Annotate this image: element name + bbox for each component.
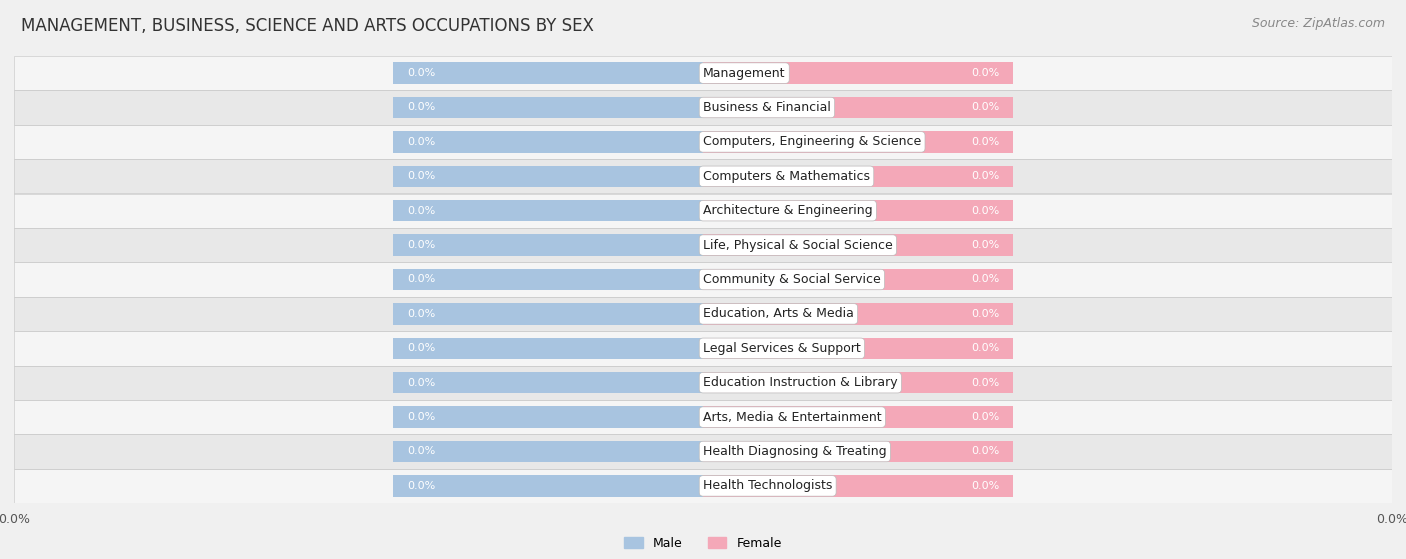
Bar bbox=[392, 165, 703, 187]
Text: 0.0%: 0.0% bbox=[972, 343, 1000, 353]
Bar bbox=[703, 165, 1012, 187]
Bar bbox=[14, 468, 1392, 503]
Bar bbox=[703, 303, 1012, 325]
Bar bbox=[392, 97, 703, 118]
Bar bbox=[14, 262, 1392, 297]
Bar bbox=[14, 228, 1392, 262]
Text: Education Instruction & Library: Education Instruction & Library bbox=[703, 376, 897, 389]
Text: 0.0%: 0.0% bbox=[406, 343, 434, 353]
Text: 0.0%: 0.0% bbox=[406, 274, 434, 285]
Bar bbox=[392, 475, 703, 496]
Text: Business & Financial: Business & Financial bbox=[703, 101, 831, 114]
Bar bbox=[703, 97, 1012, 118]
Text: 0.0%: 0.0% bbox=[406, 137, 434, 147]
Bar bbox=[14, 297, 1392, 331]
Bar bbox=[703, 131, 1012, 153]
Bar bbox=[703, 372, 1012, 394]
Legend: Male, Female: Male, Female bbox=[619, 532, 787, 555]
Text: Source: ZipAtlas.com: Source: ZipAtlas.com bbox=[1251, 17, 1385, 30]
Bar bbox=[14, 125, 1392, 159]
Bar bbox=[392, 269, 703, 290]
Bar bbox=[14, 193, 1392, 228]
Bar bbox=[14, 400, 1392, 434]
Text: 0.0%: 0.0% bbox=[406, 412, 434, 422]
Bar bbox=[14, 56, 1392, 91]
Text: 0.0%: 0.0% bbox=[406, 171, 434, 181]
Bar bbox=[14, 331, 1392, 366]
Bar bbox=[392, 406, 703, 428]
Bar bbox=[14, 91, 1392, 125]
Bar bbox=[14, 434, 1392, 468]
Bar bbox=[14, 228, 1392, 262]
Text: 0.0%: 0.0% bbox=[972, 447, 1000, 457]
Bar bbox=[14, 91, 1392, 125]
Text: 0.0%: 0.0% bbox=[972, 240, 1000, 250]
Text: Legal Services & Support: Legal Services & Support bbox=[703, 342, 860, 355]
Bar bbox=[703, 200, 1012, 221]
Text: Computers, Engineering & Science: Computers, Engineering & Science bbox=[703, 135, 921, 148]
Bar bbox=[703, 338, 1012, 359]
Text: 0.0%: 0.0% bbox=[406, 102, 434, 112]
Bar bbox=[703, 475, 1012, 496]
Bar bbox=[392, 338, 703, 359]
Bar bbox=[392, 63, 703, 84]
Text: Computers & Mathematics: Computers & Mathematics bbox=[703, 170, 870, 183]
Text: 0.0%: 0.0% bbox=[972, 171, 1000, 181]
Bar bbox=[703, 269, 1012, 290]
Text: 0.0%: 0.0% bbox=[406, 378, 434, 388]
Text: 0.0%: 0.0% bbox=[972, 137, 1000, 147]
Bar bbox=[14, 297, 1392, 331]
Bar bbox=[14, 366, 1392, 400]
Bar bbox=[392, 372, 703, 394]
Text: Management: Management bbox=[703, 67, 786, 79]
Bar bbox=[703, 441, 1012, 462]
Bar bbox=[14, 262, 1392, 297]
Text: Education, Arts & Media: Education, Arts & Media bbox=[703, 307, 853, 320]
Bar bbox=[392, 303, 703, 325]
Text: 0.0%: 0.0% bbox=[972, 206, 1000, 216]
Text: 0.0%: 0.0% bbox=[406, 309, 434, 319]
Text: 0.0%: 0.0% bbox=[972, 378, 1000, 388]
Bar bbox=[14, 159, 1392, 193]
Bar bbox=[392, 441, 703, 462]
Text: 0.0%: 0.0% bbox=[972, 102, 1000, 112]
Text: 0.0%: 0.0% bbox=[972, 274, 1000, 285]
Text: 0.0%: 0.0% bbox=[972, 412, 1000, 422]
Text: MANAGEMENT, BUSINESS, SCIENCE AND ARTS OCCUPATIONS BY SEX: MANAGEMENT, BUSINESS, SCIENCE AND ARTS O… bbox=[21, 17, 593, 35]
Text: 0.0%: 0.0% bbox=[406, 206, 434, 216]
Text: Architecture & Engineering: Architecture & Engineering bbox=[703, 204, 873, 217]
Bar bbox=[14, 193, 1392, 228]
Bar bbox=[14, 468, 1392, 503]
Text: Community & Social Service: Community & Social Service bbox=[703, 273, 880, 286]
Bar bbox=[14, 125, 1392, 159]
Text: Health Diagnosing & Treating: Health Diagnosing & Treating bbox=[703, 445, 887, 458]
Text: 0.0%: 0.0% bbox=[406, 481, 434, 491]
Bar bbox=[392, 234, 703, 256]
Bar bbox=[392, 131, 703, 153]
Text: Life, Physical & Social Science: Life, Physical & Social Science bbox=[703, 239, 893, 252]
Bar bbox=[14, 159, 1392, 193]
Bar bbox=[703, 406, 1012, 428]
Text: 0.0%: 0.0% bbox=[972, 309, 1000, 319]
Text: 0.0%: 0.0% bbox=[972, 481, 1000, 491]
Bar bbox=[703, 63, 1012, 84]
Text: 0.0%: 0.0% bbox=[972, 68, 1000, 78]
Text: Health Technologists: Health Technologists bbox=[703, 480, 832, 492]
Bar bbox=[14, 56, 1392, 91]
Bar bbox=[14, 366, 1392, 400]
Text: 0.0%: 0.0% bbox=[406, 447, 434, 457]
Bar bbox=[14, 331, 1392, 366]
Bar bbox=[703, 234, 1012, 256]
Bar bbox=[392, 200, 703, 221]
Bar bbox=[14, 434, 1392, 468]
Text: 0.0%: 0.0% bbox=[406, 68, 434, 78]
Text: Arts, Media & Entertainment: Arts, Media & Entertainment bbox=[703, 411, 882, 424]
Bar bbox=[14, 400, 1392, 434]
Text: 0.0%: 0.0% bbox=[406, 240, 434, 250]
